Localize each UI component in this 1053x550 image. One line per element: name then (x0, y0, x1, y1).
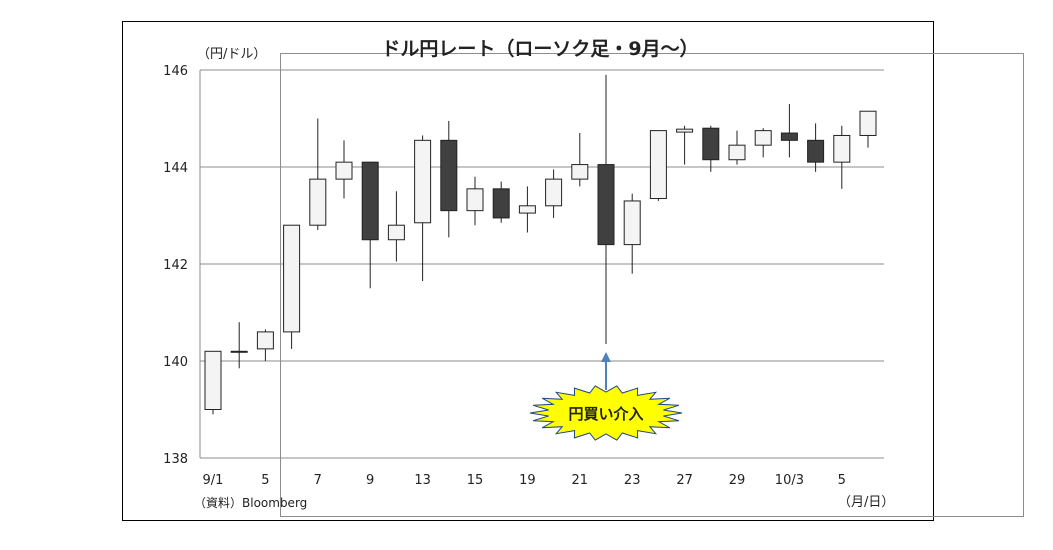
candle (623, 193, 641, 274)
y-tick-label: 140 (163, 355, 188, 370)
intervention-annotation: 円買い介入 (529, 352, 683, 441)
chart-title: ドル円レート（ローソク足・9月～） (381, 37, 698, 60)
candle (440, 120, 458, 238)
candle-body (309, 178, 327, 226)
x-tick-label: 27 (676, 473, 693, 488)
candle (466, 176, 484, 226)
candle (545, 169, 563, 218)
candle (597, 74, 615, 345)
y-tick-label: 142 (163, 258, 188, 273)
x-tick-label: 13 (414, 473, 431, 488)
x-tick-label: 15 (467, 473, 484, 488)
x-tick-label: 23 (624, 473, 641, 488)
candle-body (676, 128, 694, 133)
candle (387, 191, 405, 262)
candle-body (545, 178, 563, 207)
x-tick-label: 9/1 (203, 473, 224, 488)
candle (780, 103, 798, 158)
candle-body (256, 331, 274, 350)
y-tick-label: 138 (163, 452, 188, 467)
candle (414, 135, 432, 281)
candle (676, 125, 694, 165)
x-tick-label: 10/3 (775, 473, 804, 488)
chart-frame (122, 21, 1024, 521)
candle (361, 161, 379, 289)
annotation-arrowhead (601, 352, 611, 362)
candle (335, 140, 353, 199)
candle (702, 125, 720, 172)
candle-body (728, 144, 746, 161)
candle (833, 125, 851, 189)
candle (754, 128, 772, 158)
gridlines (199, 69, 884, 459)
x-tick-label: 5 (261, 473, 269, 488)
candle-body (518, 205, 536, 214)
candle-body (466, 188, 484, 212)
candle (492, 181, 510, 223)
y-tick-label: 144 (163, 161, 188, 176)
candle (256, 329, 274, 361)
axis-labels: 138 140 142 144 146 9/1 5 7 9 13 15 19 21 23 27 29 10/3 5 (163, 64, 846, 488)
candle (859, 110, 877, 148)
annotation-burst (529, 385, 683, 441)
candle-body (230, 350, 248, 353)
candle-body (387, 224, 405, 241)
candles (204, 74, 877, 415)
x-tick-label: 21 (572, 473, 589, 488)
x-tick-label: 9 (366, 473, 374, 488)
candle-body (414, 139, 432, 224)
candle-body (492, 188, 510, 219)
candle-body (283, 224, 301, 333)
candle-body (335, 161, 353, 180)
candle-body (702, 127, 720, 161)
y-tick-label: 146 (163, 64, 188, 79)
candle (807, 123, 825, 172)
candle-body (204, 350, 222, 410)
candle (309, 118, 327, 231)
candle-body (571, 164, 589, 180)
candle-body (807, 139, 825, 163)
candle (204, 350, 222, 415)
x-tick-label: 19 (519, 473, 536, 488)
candle-body (440, 139, 458, 212)
candle (728, 130, 746, 165)
candle-body (623, 200, 641, 246)
annotation-label: 円買い介入 (568, 405, 643, 423)
candle (230, 322, 248, 369)
source-note: （資料）Bloomberg (194, 496, 307, 510)
x-axis-label: （月/日） (838, 495, 894, 510)
candle-body (833, 134, 851, 163)
candle-body (780, 132, 798, 141)
candle-body (597, 164, 615, 246)
candle-body (361, 161, 379, 241)
candle-body (754, 130, 772, 146)
candle (571, 133, 589, 187)
candle (518, 186, 536, 233)
candle-body (859, 110, 877, 136)
candle (283, 224, 301, 349)
candle-body (649, 130, 667, 200)
x-tick-label: 7 (314, 473, 322, 488)
y-axis-label: （円/ドル） (197, 47, 266, 62)
chart-plot-area (280, 53, 1024, 517)
x-tick-label: 5 (838, 473, 846, 488)
x-tick-label: 29 (729, 473, 746, 488)
candle (649, 130, 667, 201)
